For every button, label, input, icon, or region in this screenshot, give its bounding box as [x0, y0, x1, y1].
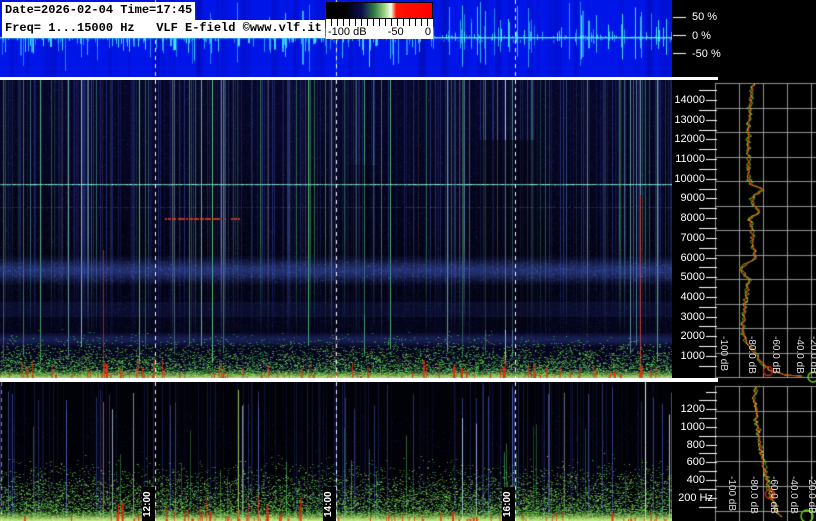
colorbar-gradient — [326, 2, 433, 19]
low-freq-tick-label-200: 200 Hz — [678, 491, 713, 504]
amplitude-tick-minus50: -50 % — [692, 48, 721, 60]
freq-range-branding-label: Freq= 1...15000 Hz VLF E-field ©www.vlf.… — [2, 20, 325, 38]
db-tick-label-top-0: -100 dB — [718, 336, 729, 372]
freq-tick-label-14000: 14000 — [674, 94, 705, 106]
db-tick-label-top-2: -60.0 dB — [770, 336, 781, 374]
low-freq-tick-label-800: 800 — [686, 438, 705, 451]
low-freq-tick-label-400: 400 — [686, 473, 705, 486]
colorbar-label-max: 0 — [424, 26, 431, 38]
freq-tick-label-12000: 12000 — [674, 133, 705, 146]
db-tick-label-low-3: -40.0 dB — [788, 476, 799, 514]
main-spectrogram-canvas — [0, 80, 672, 378]
low-freq-tick-label-1000: 1000 — [680, 420, 705, 433]
colorbar-label-mid: -50 — [387, 26, 404, 38]
amplitude-tick-plus50: 50 % — [692, 11, 718, 23]
freq-tick-label-4000: 4000 — [680, 290, 705, 303]
freq-tick-label-10000: 10000 — [674, 172, 705, 185]
db-tick-label-low-4: -20.0 dB — [806, 476, 816, 514]
freq-tick-label-8000: 8000 — [680, 212, 705, 225]
time-tick-label-1200: 12:00 — [142, 487, 155, 521]
db-tick-label-low-0: -100 dB — [726, 476, 737, 512]
freq-tick-label-6000: 6000 — [680, 251, 705, 264]
separator-top — [0, 77, 718, 80]
time-tick-label-1600: 16:00 — [502, 487, 515, 521]
freq-tick-label-11000: 11000 — [675, 153, 705, 166]
low-freq-tick-label-600: 600 — [686, 456, 705, 469]
low-freq-tick-label-1200: 1200 — [680, 403, 705, 416]
db-tick-label-low-1: -80.0 dB — [748, 476, 759, 514]
spectrum-panel-canvas — [672, 0, 816, 521]
colorbar-ticks — [326, 19, 433, 26]
freq-tick-label-13000: 13000 — [674, 113, 705, 126]
freq-tick-label-1000: 1000 — [680, 349, 705, 362]
separator-middle — [0, 378, 718, 382]
db-tick-label-top-4: -20.0 dB — [808, 336, 816, 374]
low-band-spectrogram-canvas — [0, 382, 672, 521]
db-tick-label-low-2: -60.0 dB — [768, 476, 779, 514]
freq-tick-label-5000: 5000 — [680, 271, 705, 284]
amplitude-tick-zero: 0 % — [692, 30, 711, 42]
intensity-colorbar: -100 dB -50 0 — [326, 2, 433, 39]
date-time-label: Date=2026-02-04 Time=17:45 — [2, 2, 196, 20]
db-tick-label-top-3: -40.0 dB — [794, 336, 805, 374]
freq-tick-label-9000: 9000 — [680, 192, 705, 205]
colorbar-label-min: -100 dB — [328, 26, 367, 38]
freq-tick-label-7000: 7000 — [680, 231, 705, 244]
freq-tick-label-2000: 2000 — [680, 330, 705, 343]
time-tick-label-1400: 14:00 — [323, 487, 336, 521]
colorbar-scale-labels: -100 dB -50 0 — [326, 26, 433, 39]
freq-tick-label-3000: 3000 — [680, 310, 705, 323]
db-tick-label-top-1: -80.0 dB — [746, 336, 757, 374]
